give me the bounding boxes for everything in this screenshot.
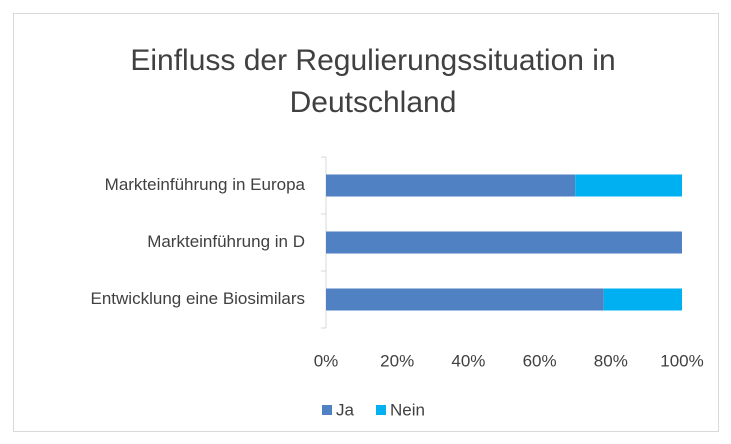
legend-label: Ja xyxy=(336,400,355,419)
x-tick-label: 80% xyxy=(594,351,628,370)
legend-label: Nein xyxy=(390,400,425,419)
bar-segment xyxy=(603,288,682,311)
bar-segment xyxy=(326,231,682,254)
bar-segment xyxy=(326,174,576,197)
bar-segment xyxy=(575,174,682,197)
x-tick-label: 100% xyxy=(660,351,703,370)
bar-segment xyxy=(326,288,604,311)
legend-swatch xyxy=(375,405,386,415)
x-tick-label: 20% xyxy=(380,351,414,370)
y-tick-label: Markteinführung in Europa xyxy=(105,175,306,194)
chart-title: Einfluss der Regulierungssituation in De… xyxy=(130,44,616,119)
x-tick-label: 60% xyxy=(523,351,557,370)
legend-swatch xyxy=(322,405,332,415)
chart-border xyxy=(13,13,719,432)
x-tick-label: 0% xyxy=(314,351,339,370)
y-tick-label: Markteinführung in D xyxy=(147,232,305,251)
x-tick-label: 40% xyxy=(451,351,485,370)
y-tick-label: Entwicklung eine Biosimilars xyxy=(91,289,305,308)
